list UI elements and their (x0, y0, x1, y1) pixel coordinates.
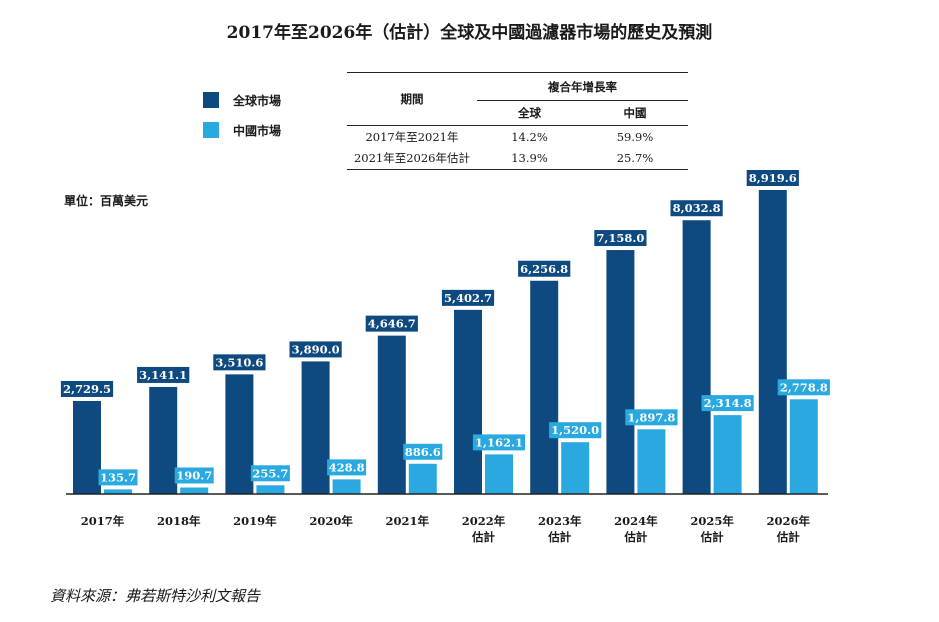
data-label-china: 886.6 (405, 445, 441, 459)
data-label-box-china (625, 409, 678, 426)
bar-global (682, 220, 711, 495)
data-label-box-global (60, 380, 114, 397)
data-label-global: 5,402.7 (444, 291, 492, 305)
data-label-global: 3,510.6 (215, 355, 263, 369)
bar-global (149, 386, 178, 494)
x-tick-label: 估計 (700, 530, 724, 544)
period-cell: 2017年至2021年 (365, 129, 459, 144)
period-header: 期間 (347, 72, 477, 126)
data-label-global: 4,646.7 (368, 317, 416, 331)
bar-china (637, 429, 666, 494)
x-tick-label: 估計 (623, 530, 647, 544)
source-note: 資料來源：弗若斯特沙利文報告 (50, 587, 261, 605)
x-tick-label: 2022年 (462, 514, 506, 528)
data-label-box-global (746, 170, 799, 186)
global-cagr-cell: 14.2% (511, 129, 548, 144)
bar-china (408, 463, 437, 494)
bar-global (225, 374, 254, 494)
data-label-box-china (98, 469, 138, 486)
data-label-box-china (701, 395, 754, 412)
bar-china (789, 399, 818, 494)
data-label-box-global (670, 200, 723, 217)
legend-item-global: 全球市場 (203, 92, 281, 108)
data-label-box-global (289, 341, 342, 358)
data-label-box-global (518, 260, 571, 277)
global-header: 全球 (477, 100, 582, 126)
x-tick-label: 估計 (471, 530, 495, 544)
cagr-table: 期間 複合年增長率 全球 中國 2017年至2021年 14.2% 59.9% … (347, 72, 688, 170)
data-label-china: 428.8 (329, 460, 365, 474)
data-label-global: 6,256.8 (520, 262, 568, 276)
x-tick-label: 2019年 (233, 514, 277, 528)
data-label-box-global (213, 354, 266, 371)
x-tick-label: 2024年 (614, 514, 658, 528)
x-tick-label: 2017年 (81, 514, 125, 528)
data-label-box-china (472, 434, 526, 451)
data-label-global: 8,032.8 (673, 201, 721, 215)
data-label-global: 8,919.6 (749, 171, 797, 185)
bar-global (301, 361, 330, 494)
bar-global (758, 190, 787, 494)
data-label-global: 3,890.0 (292, 342, 340, 356)
bar-global (377, 335, 406, 494)
legend-label-global: 全球市場 (233, 93, 282, 108)
x-tick-label: 2018年 (157, 514, 201, 528)
china-cagr-cell: 25.7% (582, 147, 688, 170)
legend-swatch-global (203, 92, 219, 108)
global-cagr-cell: 13.9% (477, 147, 582, 170)
data-label-china: 1,897.8 (627, 410, 675, 424)
china-header: 中國 (582, 100, 688, 126)
bar-global (73, 400, 101, 494)
china-cagr-cell: 59.9% (616, 129, 654, 144)
x-tick-label: 2025年 (690, 514, 734, 528)
table-row: 2021年至2026年估計 13.9% 25.7% (347, 147, 688, 170)
data-label-china: 2,778.8 (780, 380, 828, 394)
x-tick-label: 2023年 (538, 514, 582, 528)
bar-china (104, 489, 132, 494)
bar-china (485, 454, 513, 494)
data-label-box-china (549, 422, 602, 439)
x-tick-label: 估計 (776, 530, 800, 544)
data-label-box-china (174, 467, 214, 484)
x-tick-label: 估計 (547, 530, 571, 544)
table-row: 2017年至2021年 14.2% 59.9% (347, 126, 688, 148)
data-label-china: 2,314.8 (704, 396, 752, 410)
data-label-box-china (777, 379, 830, 396)
unit-label: 單位：百萬美元 (64, 194, 149, 208)
x-tick-label: 2020年 (309, 514, 353, 528)
data-label-china: 1,520.0 (551, 423, 599, 437)
data-label-box-china (403, 443, 443, 460)
data-label-box-china (327, 459, 367, 476)
x-tick-label: 2021年 (386, 514, 430, 528)
data-label-global: 7,158.0 (596, 231, 644, 245)
data-label-box-china (250, 465, 290, 482)
period-cell: 2021年至2026年估計 (347, 147, 477, 170)
bar-global (454, 309, 482, 494)
legend-label-china: 中國市場 (233, 123, 282, 138)
bar-china (713, 415, 742, 494)
data-label-china: 1,162.1 (475, 435, 523, 449)
bar-china (180, 487, 209, 494)
legend: 全球市場 中國市場 (203, 92, 281, 152)
bar-china (561, 442, 590, 494)
data-label-china: 190.7 (176, 469, 212, 483)
bar-china (256, 485, 285, 494)
data-label-china: 255.7 (252, 466, 288, 480)
chart-title: 2017年至2026年（估計）全球及中國過濾器市場的歷史及預測 (226, 23, 713, 43)
data-label-box-global (137, 366, 190, 383)
data-label-box-global (594, 230, 647, 247)
data-label-box-global (365, 315, 418, 332)
data-label-box-global (441, 289, 495, 306)
bar-china (332, 479, 361, 494)
bar-global (606, 250, 635, 494)
cagr-header: 複合年增長率 (477, 72, 688, 101)
x-tick-label: 2026年 (767, 514, 811, 528)
legend-item-china: 中國市場 (203, 122, 281, 138)
bar-global (530, 280, 559, 494)
data-label-china: 135.7 (100, 470, 136, 484)
legend-swatch-china (203, 122, 219, 138)
data-label-global: 2,729.5 (63, 382, 111, 396)
data-label-global: 3,141.1 (139, 368, 187, 382)
